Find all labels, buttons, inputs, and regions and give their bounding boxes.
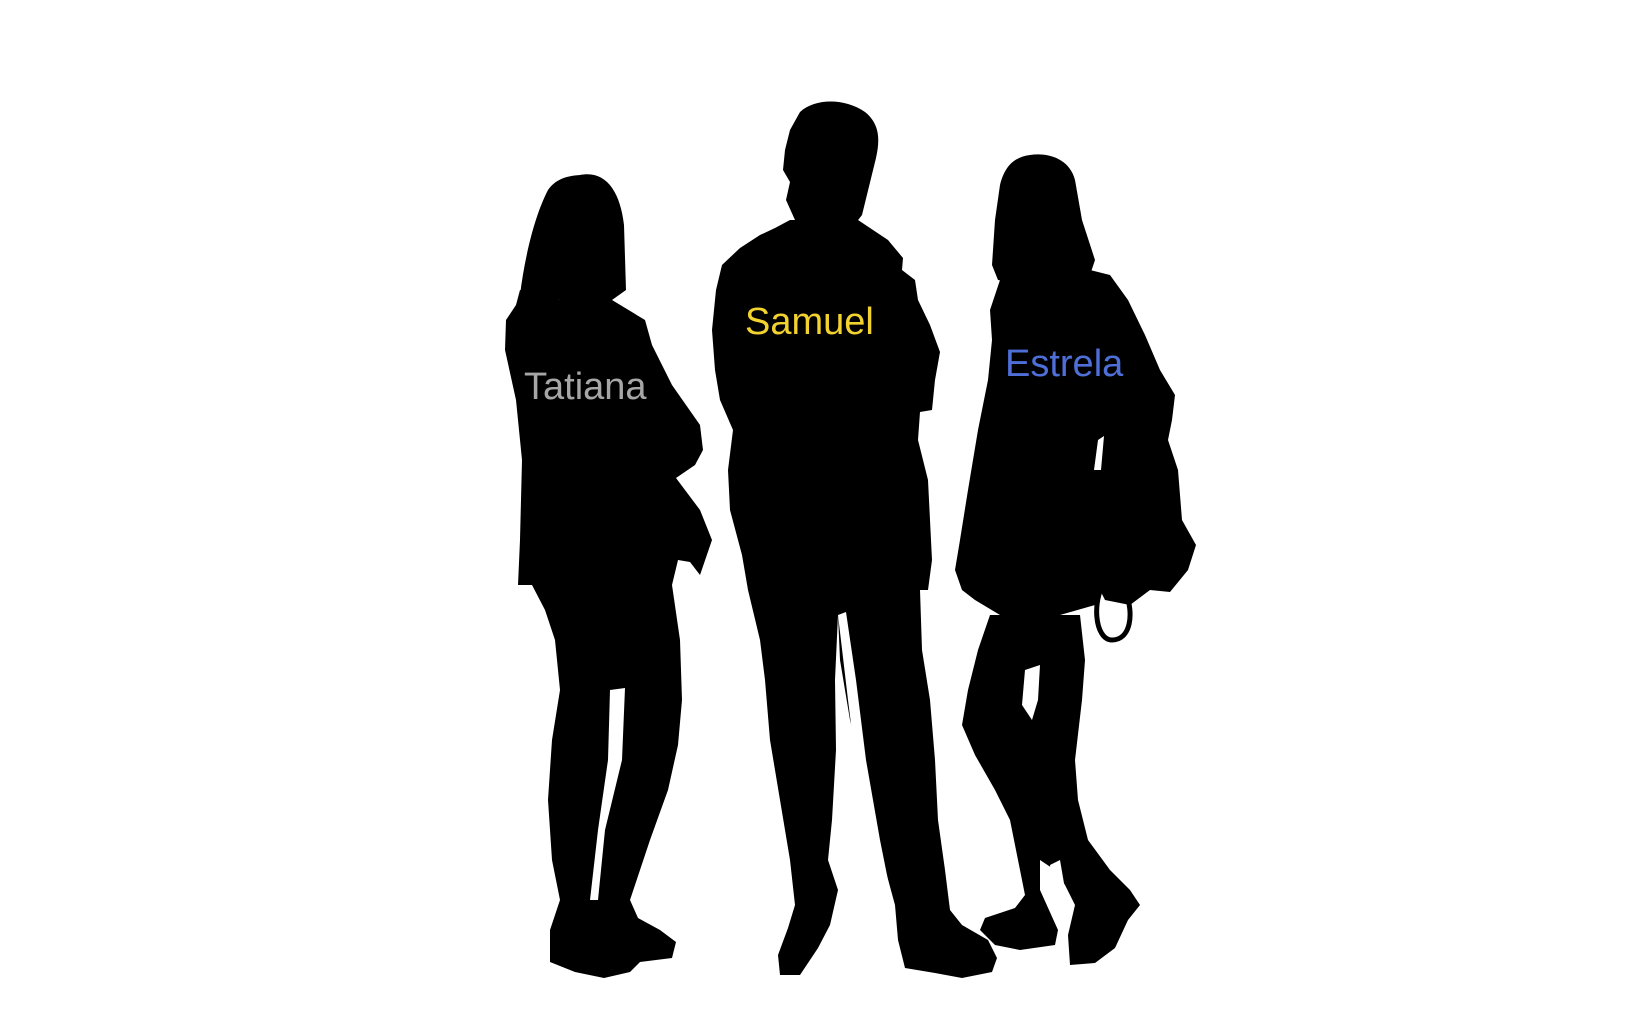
silhouette-estrela [955, 154, 1196, 965]
silhouette-samuel [712, 101, 997, 978]
tatiana-hair [520, 174, 626, 300]
samuel-legs [748, 590, 997, 978]
tatiana-torso [505, 290, 712, 585]
silhouette-tatiana [505, 174, 712, 978]
samuel-torso [712, 220, 940, 590]
name-label-tatiana: Tatiana [524, 366, 647, 408]
estrela-torso [955, 270, 1196, 615]
estrela-bag-strap [1094, 573, 1133, 643]
estrela-hair [992, 154, 1095, 285]
name-label-samuel: Samuel [745, 301, 874, 343]
estrela-legs [962, 615, 1140, 965]
name-label-estrela: Estrela [1005, 343, 1124, 385]
samuel-head [783, 101, 879, 226]
